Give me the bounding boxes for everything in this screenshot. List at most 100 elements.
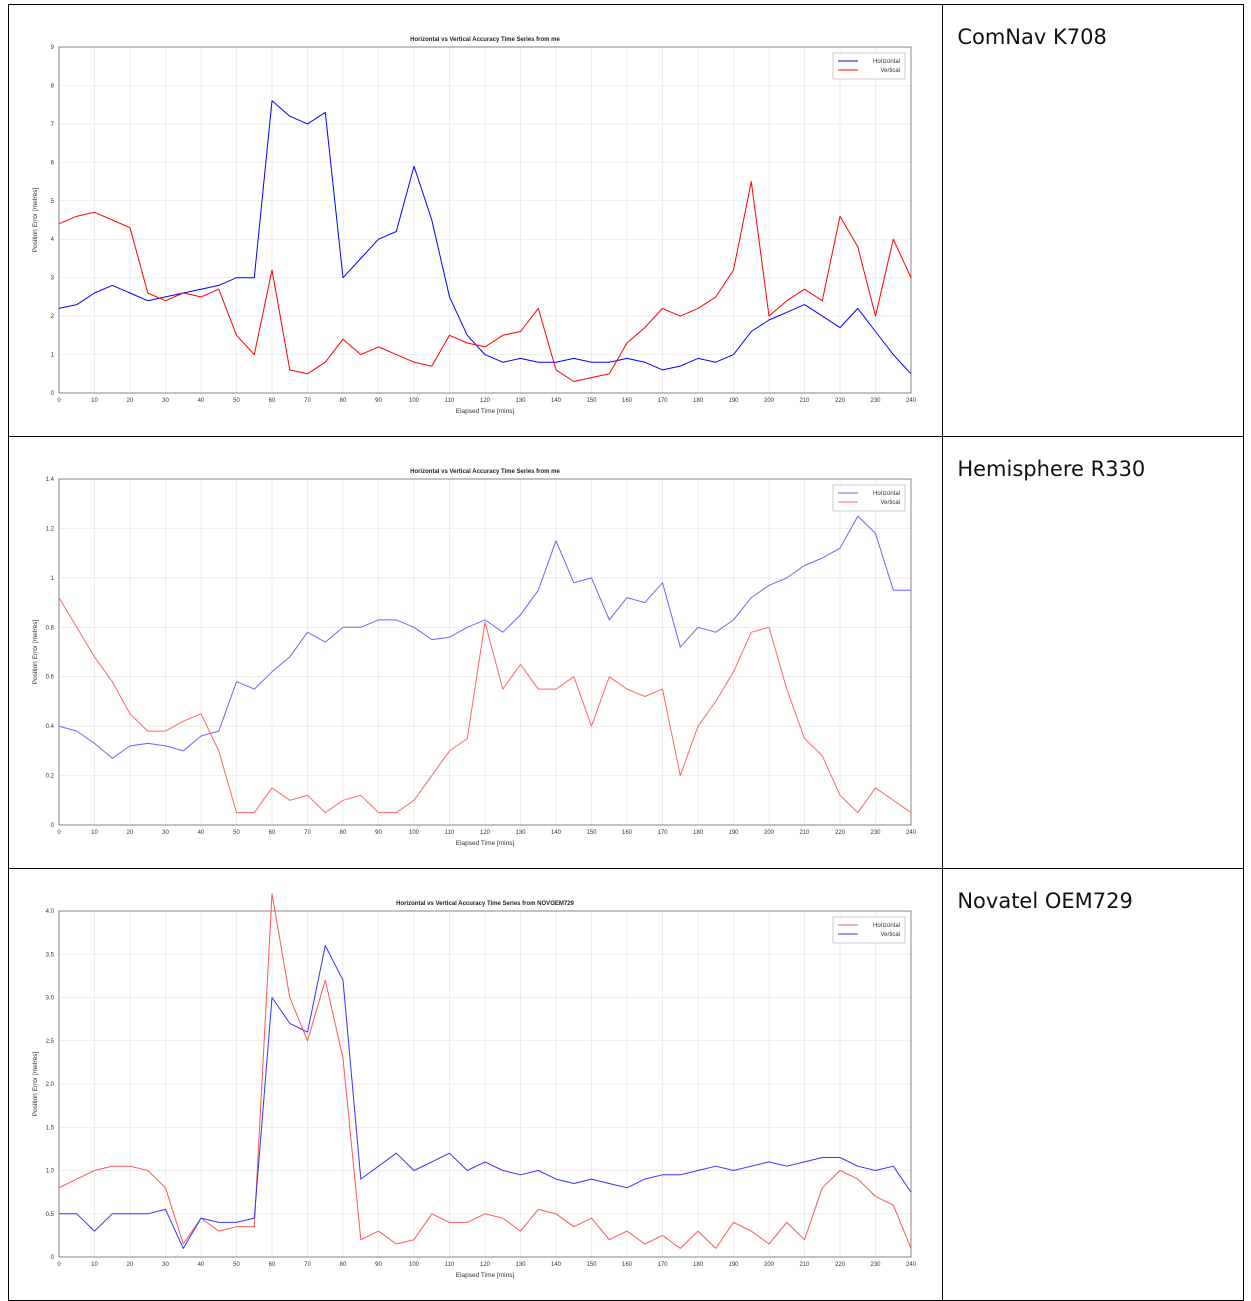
- legend-label: Horizontal: [873, 59, 900, 65]
- series-line: [59, 945, 912, 1249]
- axes-box: [58, 910, 912, 1258]
- x-tick-label: 210: [799, 830, 810, 836]
- y-tick-label: 9: [51, 45, 55, 51]
- x-tick-label: 180: [693, 398, 704, 404]
- y-axis-label: Position Error [metres]: [32, 1051, 39, 1116]
- legend-box: [832, 484, 906, 512]
- chart: 0 0.2 0.4 0.6 0.8 1 1.2 1.4 0 10 20 30 40 50 60 70 80 90 1…: [32, 469, 917, 847]
- x-tick-label: 90: [375, 1262, 382, 1268]
- x-tick-label: 200: [764, 830, 775, 836]
- x-tick-label: 210: [799, 398, 810, 404]
- x-tick-label: 150: [586, 1262, 597, 1268]
- x-tick-label: 70: [304, 830, 311, 836]
- y-tick-label: 0: [51, 391, 55, 397]
- figure-cell: 0 0.2 0.4 0.6 0.8 1 1.2 1.4 0 10 20 30 40 50 60 70 80 90 1…: [7, 436, 944, 869]
- legend-box: [832, 916, 906, 944]
- x-tick-label: 160: [622, 830, 633, 836]
- y-tick-label: 5: [51, 199, 55, 205]
- x-tick-label: 130: [515, 1262, 526, 1268]
- y-tick-label: 1.2: [46, 526, 55, 532]
- y-tick-label: 0.2: [46, 774, 55, 780]
- legend-label: Vertical: [880, 68, 900, 74]
- x-tick-label: 40: [198, 1262, 205, 1268]
- x-tick-label: 150: [586, 398, 597, 404]
- x-tick-label: 40: [198, 398, 205, 404]
- series-line: [58, 100, 912, 375]
- x-tick-label: 50: [233, 830, 240, 836]
- comparison-table: 0 1 2 3 4 5 6 7 8 9 0 10 20 30 40 50 60 70 80 90 100 110 120 13…: [7, 4, 1244, 1301]
- y-tick-label: 2.5: [46, 1039, 55, 1045]
- y-tick-label: 3.0: [46, 996, 55, 1002]
- x-tick-label: 140: [551, 1262, 562, 1268]
- x-tick-label: 0: [57, 398, 61, 404]
- x-tick-label: 20: [127, 398, 134, 404]
- row: 0 1 2 3 4 5 6 7 8 9 0 10 20 30 40 50 60 70 80 90 100 110 120 13…: [7, 4, 1244, 437]
- x-tick-label: 20: [127, 1262, 134, 1268]
- chart: 0 0.5 1.0 1.5 2.0 2.5 3.0 3.5 4.0 0 10 20 30 40 50 60 70…: [32, 893, 917, 1279]
- row: 0 0.5 1.0 1.5 2.0 2.5 3.0 3.5 4.0 0 10 20 30 40 50 60 70…: [7, 868, 1244, 1301]
- y-tick-label: 0.6: [46, 675, 55, 681]
- legend-label: Vertical: [880, 500, 900, 506]
- x-tick-label: 30: [162, 1262, 169, 1268]
- x-tick-label: 80: [340, 830, 347, 836]
- x-tick-label: 130: [515, 830, 526, 836]
- y-tick-label: 2.0: [46, 1082, 55, 1088]
- y-tick-label: 7: [51, 122, 55, 128]
- x-tick-label: 230: [870, 830, 881, 836]
- y-tick-label: 1: [51, 576, 55, 582]
- receiver-label: ComNav K708: [942, 4, 1244, 437]
- y-tick-label: 4.0: [46, 909, 55, 915]
- x-tick-label: 190: [728, 1262, 739, 1268]
- axes-box: [58, 478, 912, 826]
- x-tick-label: 170: [657, 830, 668, 836]
- x-tick-label: 60: [269, 830, 276, 836]
- x-tick-label: 240: [906, 830, 917, 836]
- x-tick-label: 110: [445, 1262, 455, 1268]
- y-tick-label: 0.8: [46, 625, 55, 631]
- x-tick-label: 140: [551, 398, 562, 404]
- x-tick-label: 0: [57, 830, 61, 836]
- x-tick-label: 170: [657, 398, 668, 404]
- x-tick-label: 180: [693, 830, 704, 836]
- y-axis-label: Position Error [metres]: [32, 187, 39, 252]
- x-tick-label: 200: [764, 1262, 775, 1268]
- figure-cell: 0 0.5 1.0 1.5 2.0 2.5 3.0 3.5 4.0 0 10 20 30 40 50 60 70…: [7, 868, 944, 1301]
- x-tick-label: 80: [340, 1262, 347, 1268]
- x-tick-label: 80: [340, 398, 347, 404]
- x-tick-label: 240: [906, 1262, 917, 1268]
- row: 0 0.2 0.4 0.6 0.8 1 1.2 1.4 0 10 20 30 40 50 60 70 80 90 1…: [7, 436, 1244, 869]
- x-axis-label: Elapsed Time [mins]: [456, 408, 515, 415]
- chart-title: Horizontal vs Vertical Accuracy Time Ser…: [410, 37, 560, 43]
- x-tick-label: 110: [445, 398, 455, 404]
- x-tick-label: 220: [835, 1262, 846, 1268]
- x-tick-label: 100: [409, 1262, 420, 1268]
- x-tick-label: 0: [57, 1262, 61, 1268]
- x-tick-label: 30: [162, 398, 169, 404]
- receiver-label: Hemisphere R330: [942, 436, 1244, 869]
- y-tick-label: 6: [51, 160, 55, 166]
- x-tick-label: 160: [622, 1262, 633, 1268]
- x-tick-label: 160: [622, 398, 633, 404]
- x-tick-label: 120: [480, 1262, 491, 1268]
- x-tick-label: 180: [693, 1262, 704, 1268]
- y-tick-label: 8: [51, 83, 55, 89]
- legend-box: [832, 52, 906, 80]
- x-axis-label: Elapsed Time [mins]: [456, 840, 515, 847]
- figure-cell: 0 1 2 3 4 5 6 7 8 9 0 10 20 30 40 50 60 70 80 90 100 110 120 13…: [7, 4, 944, 437]
- y-tick-label: 0: [51, 823, 55, 829]
- x-tick-label: 210: [799, 1262, 810, 1268]
- x-tick-label: 40: [198, 830, 205, 836]
- chart-title: Horizontal vs Vertical Accuracy Time Ser…: [410, 469, 560, 475]
- x-tick-label: 190: [728, 830, 739, 836]
- y-tick-label: 0.5: [46, 1212, 55, 1218]
- x-tick-label: 120: [480, 830, 491, 836]
- x-tick-label: 190: [728, 398, 739, 404]
- y-tick-label: 3: [51, 276, 55, 282]
- x-tick-label: 10: [91, 830, 98, 836]
- chart-title: Horizontal vs Vertical Accuracy Time Ser…: [396, 901, 574, 907]
- y-tick-label: 2: [51, 314, 55, 320]
- x-tick-label: 240: [906, 398, 917, 404]
- x-tick-label: 50: [233, 1262, 240, 1268]
- y-tick-label: 1: [51, 353, 55, 359]
